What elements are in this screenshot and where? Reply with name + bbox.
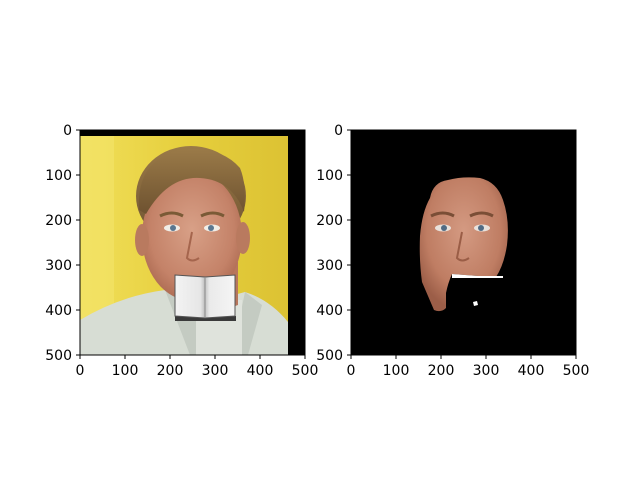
left-y-tick-label: 300: [45, 258, 72, 274]
left-y-tick-label: 200: [45, 213, 72, 229]
left-y-tick-label: 0: [63, 123, 72, 139]
left-photo-image: [80, 130, 305, 355]
right-y-tick-label: 500: [316, 348, 343, 364]
left-x-tick-label: 200: [157, 363, 184, 379]
book-occluder: [174, 274, 236, 321]
right-mask-image: [351, 130, 576, 355]
left-x-tick-label: 100: [112, 363, 139, 379]
right-y-tick-label: 400: [316, 303, 343, 319]
right-x-tick-label: 200: [428, 363, 455, 379]
right-y-tick-label: 300: [316, 258, 343, 274]
right-x-tick-label: 300: [473, 363, 500, 379]
right-x-tick-label: 500: [563, 363, 590, 379]
right-x-tick-label: 100: [383, 363, 410, 379]
right-y-tick-label: 100: [316, 168, 343, 184]
left-x-tick-label: 500: [292, 363, 319, 379]
right-y-tick-label: 0: [334, 123, 343, 139]
right-y-tick-label: 200: [316, 213, 343, 229]
right-axes-frame: [350, 129, 577, 356]
left-x-tick-label: 400: [247, 363, 274, 379]
right-x-tick-label: 400: [518, 363, 545, 379]
left-axes-frame: [79, 129, 306, 356]
left-x-tick-label: 0: [76, 363, 85, 379]
left-y-tick-label: 400: [45, 303, 72, 319]
right-x-tick-label: 0: [347, 363, 356, 379]
left-y-tick-label: 500: [45, 348, 72, 364]
left-x-tick-label: 300: [202, 363, 229, 379]
left-y-tick-label: 100: [45, 168, 72, 184]
